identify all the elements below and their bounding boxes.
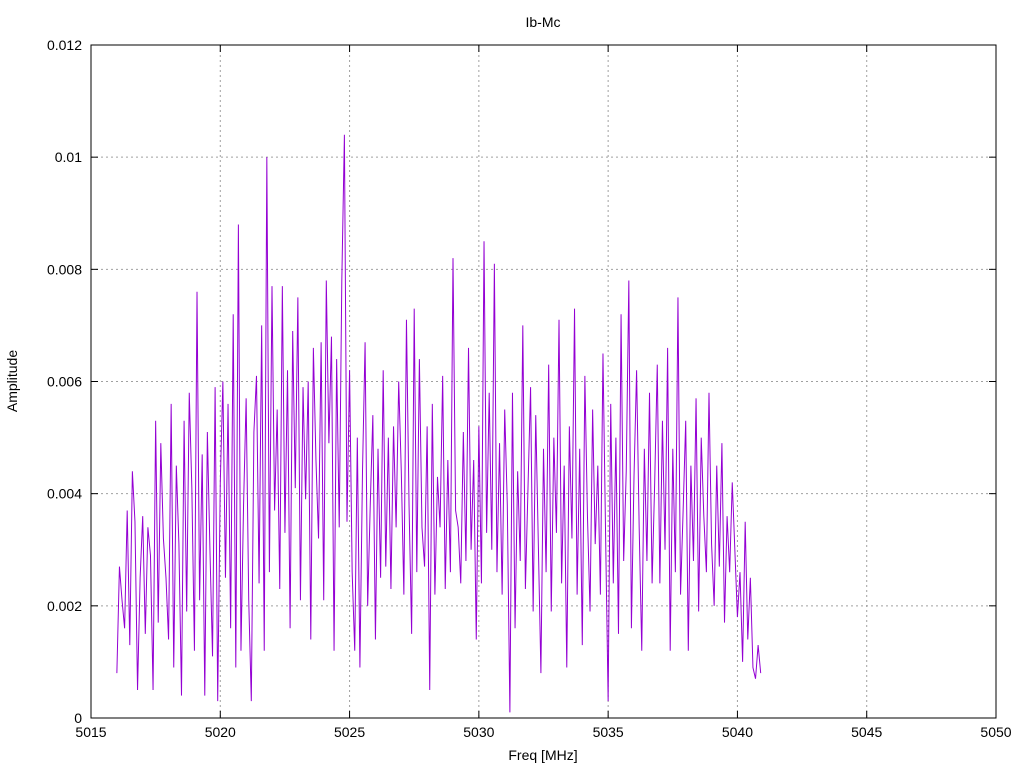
y-tick-label: 0.01 — [55, 149, 82, 165]
y-tick-label: 0.004 — [47, 486, 82, 502]
x-tick-label: 5025 — [334, 724, 365, 740]
chart-title: Ib-Mc — [526, 14, 561, 30]
x-tick-label: 5040 — [722, 724, 753, 740]
x-tick-label: 5020 — [205, 724, 236, 740]
y-tick-label: 0.008 — [47, 261, 82, 277]
x-tick-label: 5050 — [980, 724, 1011, 740]
x-tick-label: 5045 — [851, 724, 882, 740]
y-tick-label: 0.002 — [47, 598, 82, 614]
grid-lines — [91, 45, 996, 718]
y-axis-label: Amplitude — [4, 350, 20, 412]
tick-marks — [90, 44, 997, 719]
y-tick-label: 0.012 — [47, 37, 82, 53]
x-tick-label: 5035 — [593, 724, 624, 740]
y-tick-label: 0.006 — [47, 374, 82, 390]
y-tick-labels: 0 0.002 0.004 0.006 0.008 0.01 0.012 — [47, 37, 82, 726]
x-tick-label: 5030 — [463, 724, 494, 740]
x-axis-label: Freq [MHz] — [508, 747, 577, 763]
x-tick-label: 5015 — [75, 724, 106, 740]
y-tick-label: 0 — [74, 710, 82, 726]
x-tick-labels: 5015 5020 5025 5030 5035 5040 5045 5050 — [75, 724, 1011, 740]
series-line — [116, 134, 762, 713]
series-layer — [116, 134, 762, 713]
